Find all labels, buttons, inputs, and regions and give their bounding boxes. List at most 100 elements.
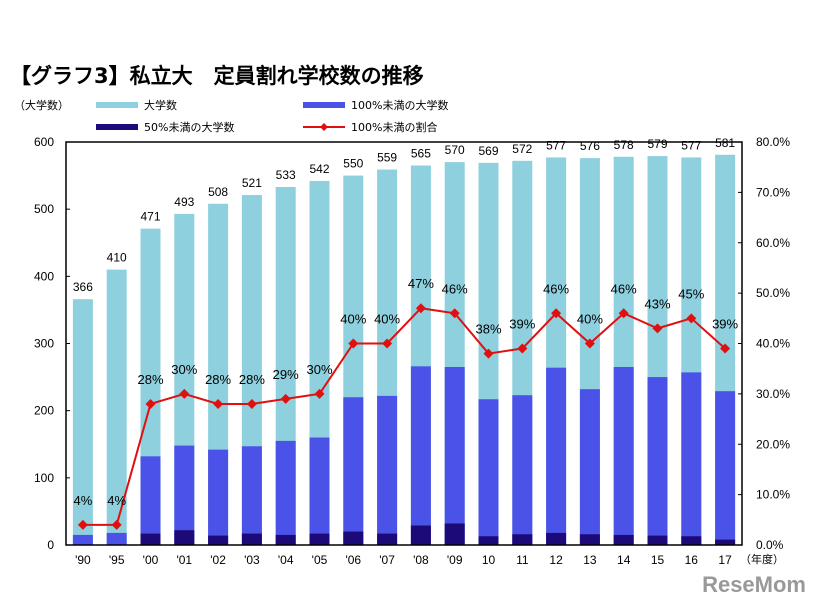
data-label-ratio: 30% [171,362,197,377]
data-label-ratio: 39% [509,317,535,332]
x-tick-label: '06 [345,553,361,567]
x-tick-label: 11 [516,553,529,567]
data-label-total: 493 [174,195,194,209]
x-axis-unit: （年度） [740,553,784,566]
y-tick-label: 600 [34,135,54,149]
data-label-ratio: 47% [408,276,434,291]
plot-frame [65,141,743,546]
bar-under50 [309,533,330,545]
bar-under100 [444,367,465,545]
data-label-total: 471 [140,210,160,224]
bar-under100 [106,532,127,545]
ratio-point [517,343,528,354]
data-label-total: 533 [276,168,296,182]
data-label-total: 572 [512,142,532,156]
bar-under100 [681,372,702,545]
bar-under50 [444,523,465,545]
bar-total [72,299,93,545]
data-label-total: 578 [614,138,634,152]
data-label-total: 581 [715,136,735,150]
data-label-ratio: 38% [475,322,501,337]
ratio-point [382,338,393,349]
data-label-total: 508 [208,185,228,199]
data-label-ratio: 46% [543,281,569,296]
y2-tick-label: 0.0% [756,538,784,552]
ratio-point [145,398,156,409]
ratio-point [213,398,224,409]
ratio-point [111,519,122,530]
ratio-point [584,338,595,349]
ratio-point [280,393,291,404]
bar-under100 [478,399,499,545]
data-label-ratio: 46% [442,281,468,296]
chart-title: 【グラフ3】私立大 定員割れ学校数の推移 [10,64,424,88]
ratio-point [686,313,697,324]
data-label-total: 542 [309,162,329,176]
legend-under50: 50%未満の大学数 [96,119,234,135]
x-tick-label: 10 [482,553,496,567]
bar-under50 [241,533,262,545]
y2-tick-label: 10.0% [756,488,790,502]
watermark-logo: ReseMom [702,572,806,597]
bar-under50 [647,535,668,545]
x-tick-label: 12 [549,553,563,567]
bar-under100 [275,440,296,545]
ratio-point [551,308,562,319]
legend-label: 大学数 [144,99,177,112]
bar-under50 [174,530,195,545]
x-tick-label: '04 [278,553,294,567]
data-label-ratio: 43% [644,296,670,311]
data-label-ratio: 40% [340,312,366,327]
data-label-total: 366 [73,280,93,294]
data-label-total: 410 [107,251,127,265]
y2-tick-label: 60.0% [756,236,790,250]
x-tick-label: 14 [617,553,631,567]
ratio-point [314,388,325,399]
x-tick-label: '07 [379,553,395,567]
bar-under50 [478,536,499,545]
y2-tick-label: 40.0% [756,337,790,351]
legend-total: 大学数 [96,97,177,113]
y2-tick-label: 50.0% [756,286,790,300]
data-label-total: 550 [343,157,363,171]
y-tick-label: 200 [34,404,54,418]
y-tick-label: 300 [34,337,54,351]
ratio-point [483,348,494,359]
y-tick-label: 100 [34,471,54,485]
data-label-total: 570 [445,143,465,157]
y-axis-unit: （大学数） [14,99,69,112]
bar-under50 [275,534,296,545]
data-label-ratio: 28% [239,372,265,387]
ratio-line [82,307,726,526]
x-tick-label: '90 [75,553,91,567]
bar-under50 [512,534,533,545]
bar-under100 [241,446,262,545]
bar-under50 [377,533,398,545]
bar-under100 [613,367,634,545]
x-tick-label: 16 [685,553,699,567]
bar-total [106,269,127,545]
y-tick-label: 0 [47,538,54,552]
x-tick-label: '00 [143,553,159,567]
ratio-point [618,308,629,319]
data-label-ratio: 40% [374,312,400,327]
y2-tick-label: 30.0% [756,387,790,401]
legend-label: 50%未満の大学数 [144,121,235,134]
data-label-ratio: 45% [678,286,704,301]
ratio-point [77,519,88,530]
data-label-total: 579 [647,137,667,151]
bar-under100 [309,437,330,545]
x-tick-label: 15 [651,553,665,567]
data-label-total: 565 [411,147,431,161]
bar-under100 [72,534,93,545]
bar-under100 [715,391,736,545]
bar-under50 [343,531,364,545]
y-tick-label: 500 [34,202,54,216]
data-label-total: 559 [377,151,397,165]
data-label-ratio: 39% [712,317,738,332]
ratio-point [720,343,731,354]
ratio-point [449,308,460,319]
legend-ratio: 100%未満の割合 [303,119,437,135]
